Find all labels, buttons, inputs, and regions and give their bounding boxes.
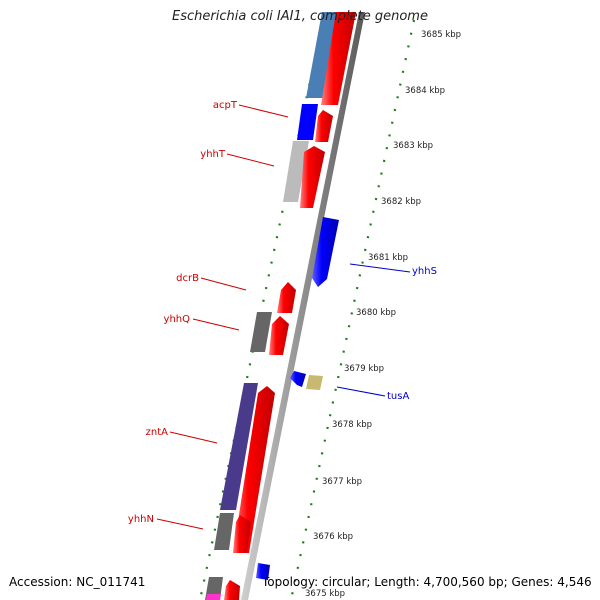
tick-label: 3676 kbp [313, 532, 353, 542]
gene-label-dcrB: dcrB [176, 273, 199, 284]
red-cds-yhhN [233, 515, 251, 553]
tick-label: 3684 kbp [405, 86, 445, 96]
magenta-feature [206, 594, 221, 600]
gene-label-yhhQ: yhhQ [164, 314, 191, 325]
gene-leader-lines [156, 104, 411, 530]
tick-label: 3685 kbp [421, 30, 461, 40]
leader-zntA [169, 431, 218, 444]
red-cds-yhhT [300, 146, 325, 208]
red-cds-top [321, 12, 356, 105]
reverse-strand-cds [256, 217, 339, 580]
gene-label-tusA: tusA [387, 391, 409, 402]
tick-label: 3681 kbp [368, 253, 408, 263]
gene-label-yhhS: yhhS [412, 266, 437, 277]
forward-strand-cds [224, 12, 356, 600]
tick-label: 3678 kbp [332, 420, 372, 430]
tick-label: 3680 kbp [356, 308, 396, 318]
red-cds-zntA [233, 386, 275, 553]
gene-label-yhhT: yhhT [200, 149, 226, 160]
blue-cds-yhhS [312, 217, 339, 287]
gene-label-yhhN: yhhN [128, 514, 154, 525]
leader-yhhN [156, 518, 204, 530]
tick-labels: 3685 kbp 3684 kbp 3683 kbp 3682 kbp 3681… [305, 30, 461, 599]
tick-label: 3677 kbp [322, 477, 362, 487]
leader-acpT [238, 104, 289, 118]
blue-cds-bottom [256, 563, 270, 580]
leader-yhhS [349, 263, 411, 273]
tick-label: 3675 kbp [305, 589, 345, 599]
blue-cds-acpT-left [297, 104, 318, 140]
red-cds-acpT [315, 110, 333, 142]
inner-dash-ring [289, 19, 416, 600]
gene-label-acpT: acpT [213, 100, 238, 111]
purple-feature-zntA [220, 383, 258, 510]
leader-yhhQ [192, 318, 240, 331]
blue-cds-tusA [290, 371, 306, 387]
accession-text: Accession: NC_011741 [9, 575, 146, 589]
red-cds-dcrB [277, 282, 296, 313]
tick-label: 3683 kbp [393, 141, 433, 151]
genome-summary-text: Topology: circular; Length: 4,700,560 bp… [262, 575, 592, 589]
tick-label: 3679 kbp [344, 364, 384, 374]
map-title: Escherichia coli IAI1, complete genome [172, 9, 428, 24]
leader-yhhT [226, 153, 275, 167]
gene-label-zntA: zntA [146, 427, 169, 438]
red-cds-yhhQ [269, 316, 289, 355]
gray-feature-yhhQ [250, 312, 272, 352]
genome-backbone [241, 12, 365, 600]
outer-dash-ring [198, 19, 325, 600]
tick-label: 3682 kbp [381, 197, 421, 207]
gray-feature-yhhN [214, 513, 234, 550]
leader-tusA [336, 386, 386, 397]
gene-labels: acpT yhhT yhhS dcrB yhhQ tusA zntA yhhN [128, 100, 437, 525]
red-cds-bottom [224, 580, 240, 600]
silver-feature [283, 141, 309, 202]
leader-dcrB [200, 277, 247, 291]
khaki-feature-tusA [306, 375, 323, 390]
